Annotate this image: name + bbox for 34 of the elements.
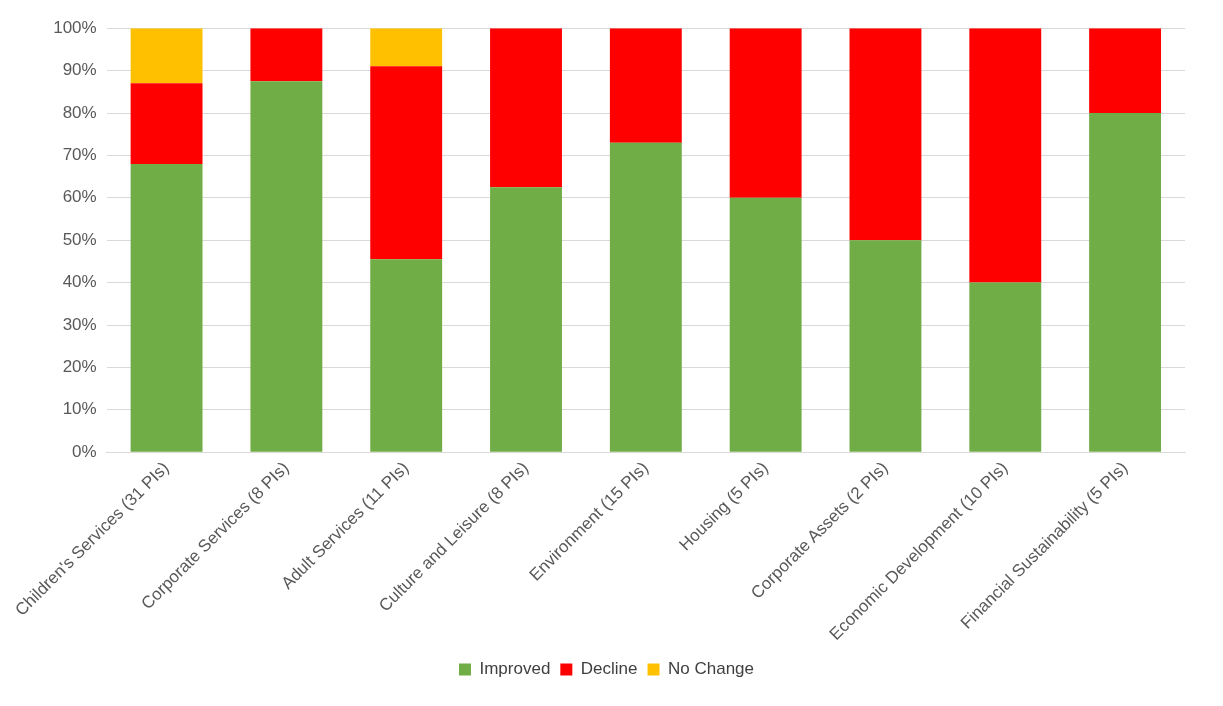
bar (849, 240, 922, 452)
legend-label: Improved (479, 659, 551, 679)
bar (729, 197, 802, 452)
legend-label: No Change (668, 659, 755, 679)
legend-label: Decline (580, 659, 638, 679)
bar (729, 28, 802, 198)
y-tick-label: 10% (62, 399, 97, 419)
bar (490, 187, 562, 452)
bar (370, 259, 443, 452)
y-tick-label: 40% (62, 272, 97, 292)
bar (969, 282, 1042, 452)
bar (969, 28, 1042, 283)
y-tick-label: 100% (53, 17, 97, 37)
bar (1089, 28, 1162, 113)
bar (1089, 113, 1162, 452)
bar (250, 81, 323, 452)
bar (130, 83, 203, 164)
bar (130, 28, 203, 84)
bar (490, 28, 562, 188)
bar (130, 163, 203, 452)
bar (250, 28, 323, 82)
bar (609, 142, 682, 452)
bar (370, 28, 443, 67)
y-tick-label: 50% (62, 229, 97, 249)
y-tick-label: 30% (62, 314, 97, 334)
y-tick-label: 90% (62, 60, 97, 80)
y-tick-label: 80% (62, 102, 97, 122)
y-tick-label: 0% (72, 441, 97, 461)
bar (609, 28, 682, 143)
y-tick-label: 70% (62, 145, 97, 165)
y-tick-label: 60% (62, 187, 97, 207)
y-tick-label: 20% (62, 357, 97, 377)
bar (370, 66, 443, 260)
bar (849, 28, 922, 241)
